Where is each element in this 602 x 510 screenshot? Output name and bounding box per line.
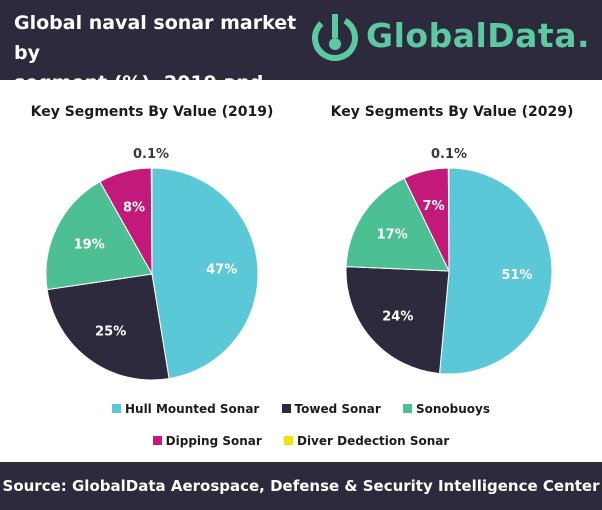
legend-swatch [283,436,293,445]
pie-data-label: 17% [377,228,408,243]
pie-slice-towed-sonar [46,273,170,381]
pie-data-label: 51% [501,268,532,283]
legend-row-2: Dipping Sonar Diver Dedection Sonar [0,434,602,448]
globaldata-logo: GlobalData. [308,10,598,70]
pie-slice-diver-dedection-sonar [447,167,450,272]
pie-charts: 47% 25% 19% 8% 0.1% 51% 24% 17% 7% 0.1% [45,147,553,381]
pie-data-label: 24% [382,310,413,325]
legend-item-hull-mounted-sonar: Hull Mounted Sonar [111,402,260,416]
pie-data-label: 8% [123,200,145,215]
pie-data-label: 25% [95,325,126,340]
globaldata-logo-icon [312,14,358,61]
pie-slice-sonobuoys [345,177,450,272]
source-footer: Source: GlobalData Aerospace, Defense & … [0,462,602,510]
legend-label: Towed Sonar [294,402,381,416]
chart-title-2029: Key Segments By Value (2029) [330,104,574,120]
pie-data-label: 0.1% [133,147,169,162]
legend-row-1: Hull Mounted Sonar Towed Sonar Sonobuoys [0,402,602,416]
pie-data-label: 47% [206,262,237,277]
legend-swatch [281,404,291,413]
pie-slice-sonobuoys [45,180,153,291]
pie-data-label: 19% [74,237,105,252]
legend-swatch [111,404,121,413]
pie-data-label: 7% [423,199,445,214]
pie-slice-diver-dedection-sonar [150,167,153,275]
legend-swatch [403,404,412,413]
pie-slice-hull-mounted-sonar [439,167,553,375]
legend-swatch [152,436,162,445]
legend-label: Diver Dedection Sonar [296,434,450,448]
page-title: Global naval sonar market by segment (%)… [14,8,314,128]
legend-item-diver-dedection-sonar: Diver Dedection Sonar [283,434,450,448]
header-banner: Global naval sonar market by segment (%)… [0,0,602,124]
pie-slice-towed-sonar [345,266,450,375]
chart-title-2019: Key Segments By Value (2019) [30,104,274,120]
legend-item-sonobuoys: Sonobuoys [403,402,490,416]
pie-slice-hull-mounted-sonar [151,167,259,380]
legend-label: Sonobuoys [416,402,491,416]
logo-text: GlobalData. [366,16,591,55]
pie-data-label: 0.1% [431,147,467,162]
legend-label: Dipping Sonar [165,434,262,448]
legend-item-dipping-sonar: Dipping Sonar [152,434,262,448]
title-line-2: segment (%), 2019 and 2029 [14,72,264,124]
legend-item-towed-sonar: Towed Sonar [281,402,381,416]
title-line-1: Global naval sonar market by [14,12,297,64]
legend-label: Hull Mounted Sonar [124,402,260,416]
